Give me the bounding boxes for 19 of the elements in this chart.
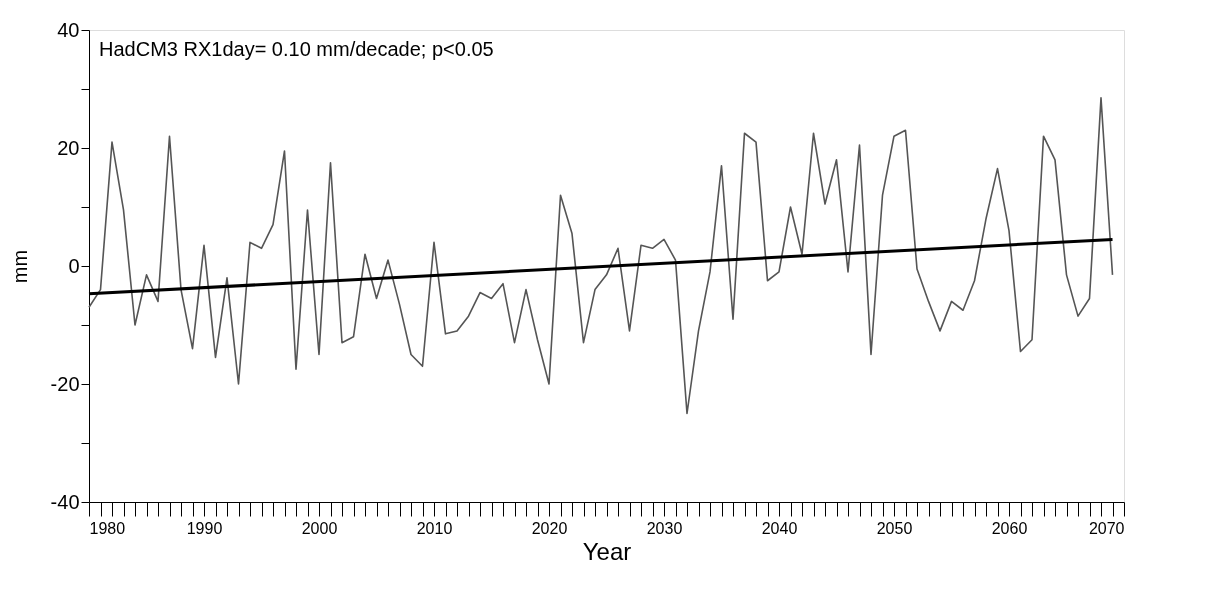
line-series [88, 97, 1114, 415]
x-tick-label: 2000 [301, 519, 338, 537]
x-tick-label: 2040 [761, 519, 798, 537]
annotation: HadCM3 RX1day= 0.10 mm/decade; p<0.05 [99, 38, 494, 60]
x-tick-label: 2060 [991, 519, 1028, 537]
x-tick-label: 2010 [416, 519, 453, 537]
x-tick-label: 1990 [186, 519, 223, 537]
y-tick-label: -20 [50, 372, 80, 395]
y-axis-title: mm [8, 249, 31, 284]
x-tick-label: 1980 [89, 519, 126, 537]
x-tick-label: 2070 [1088, 519, 1125, 537]
x-tick-label: 2050 [876, 519, 913, 537]
y-tick-label: 0 [68, 254, 80, 277]
x-tick-label: 2020 [531, 519, 568, 537]
y-tick-label: -40 [50, 490, 80, 513]
x-tick-label: 2030 [646, 519, 683, 537]
y-tick-label: 40 [57, 18, 80, 41]
y-tick-label: 20 [57, 136, 80, 159]
x-axis-title: Year [582, 537, 632, 565]
